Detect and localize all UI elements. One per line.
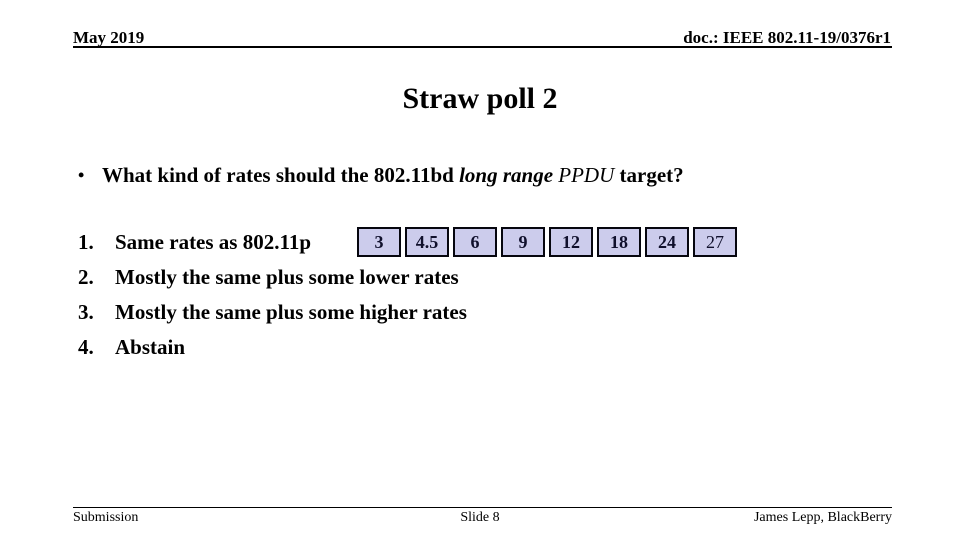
bullet-icon: • (78, 165, 85, 185)
header-date: May 2019 (73, 28, 145, 47)
option-label: Abstain (115, 335, 186, 359)
footer-rule (73, 507, 892, 508)
rate-cell: 3 (357, 227, 401, 257)
rate-cell: 24 (645, 227, 689, 257)
rate-cell: 9 (501, 227, 545, 257)
rates-table: 3 4.5 6 9 12 18 24 27 (357, 227, 737, 257)
option-label: Mostly the same plus some higher rates (115, 300, 467, 324)
footer-author: James Lepp, BlackBerry (753, 510, 892, 525)
question-line: • What kind of rates should the 802.11bd … (78, 163, 898, 188)
options-list: 1. Same rates as 802.11p 2. Mostly the sam… (78, 225, 467, 365)
option-label: Mostly the same plus some lower rates (115, 265, 459, 289)
slide-title: Straw poll 2 (402, 82, 558, 115)
option-label: Same rates as 802.11p (115, 230, 311, 254)
option-number: 2. (78, 265, 94, 289)
question-text-emphasis: long range (459, 163, 559, 187)
list-item: 3. Mostly the same plus some higher rates (78, 295, 467, 330)
option-number: 1. (78, 230, 94, 254)
rate-cell: 6 (453, 227, 497, 257)
rate-cell: 27 (693, 227, 737, 257)
footer-slide-number: Slide 8 (460, 510, 500, 525)
rate-cell: 12 (549, 227, 593, 257)
question-text-part1: What kind of rates should the 802.11bd (102, 163, 460, 187)
question-text-part4: target? (614, 163, 684, 187)
footer-submission: Submission (73, 510, 139, 525)
list-item: 1. Same rates as 802.11p (78, 225, 467, 260)
header-rule (73, 46, 892, 48)
option-number: 4. (78, 335, 94, 359)
rate-cell: 18 (597, 227, 641, 257)
rate-cell: 4.5 (405, 227, 449, 257)
header-doc-id: doc.: IEEE 802.11-19/0376r1 (683, 28, 891, 47)
list-item: 2. Mostly the same plus some lower rates (78, 260, 467, 295)
list-item: 4. Abstain (78, 330, 467, 365)
question-text-ppdu: PPDU (558, 163, 615, 187)
option-number: 3. (78, 300, 94, 324)
